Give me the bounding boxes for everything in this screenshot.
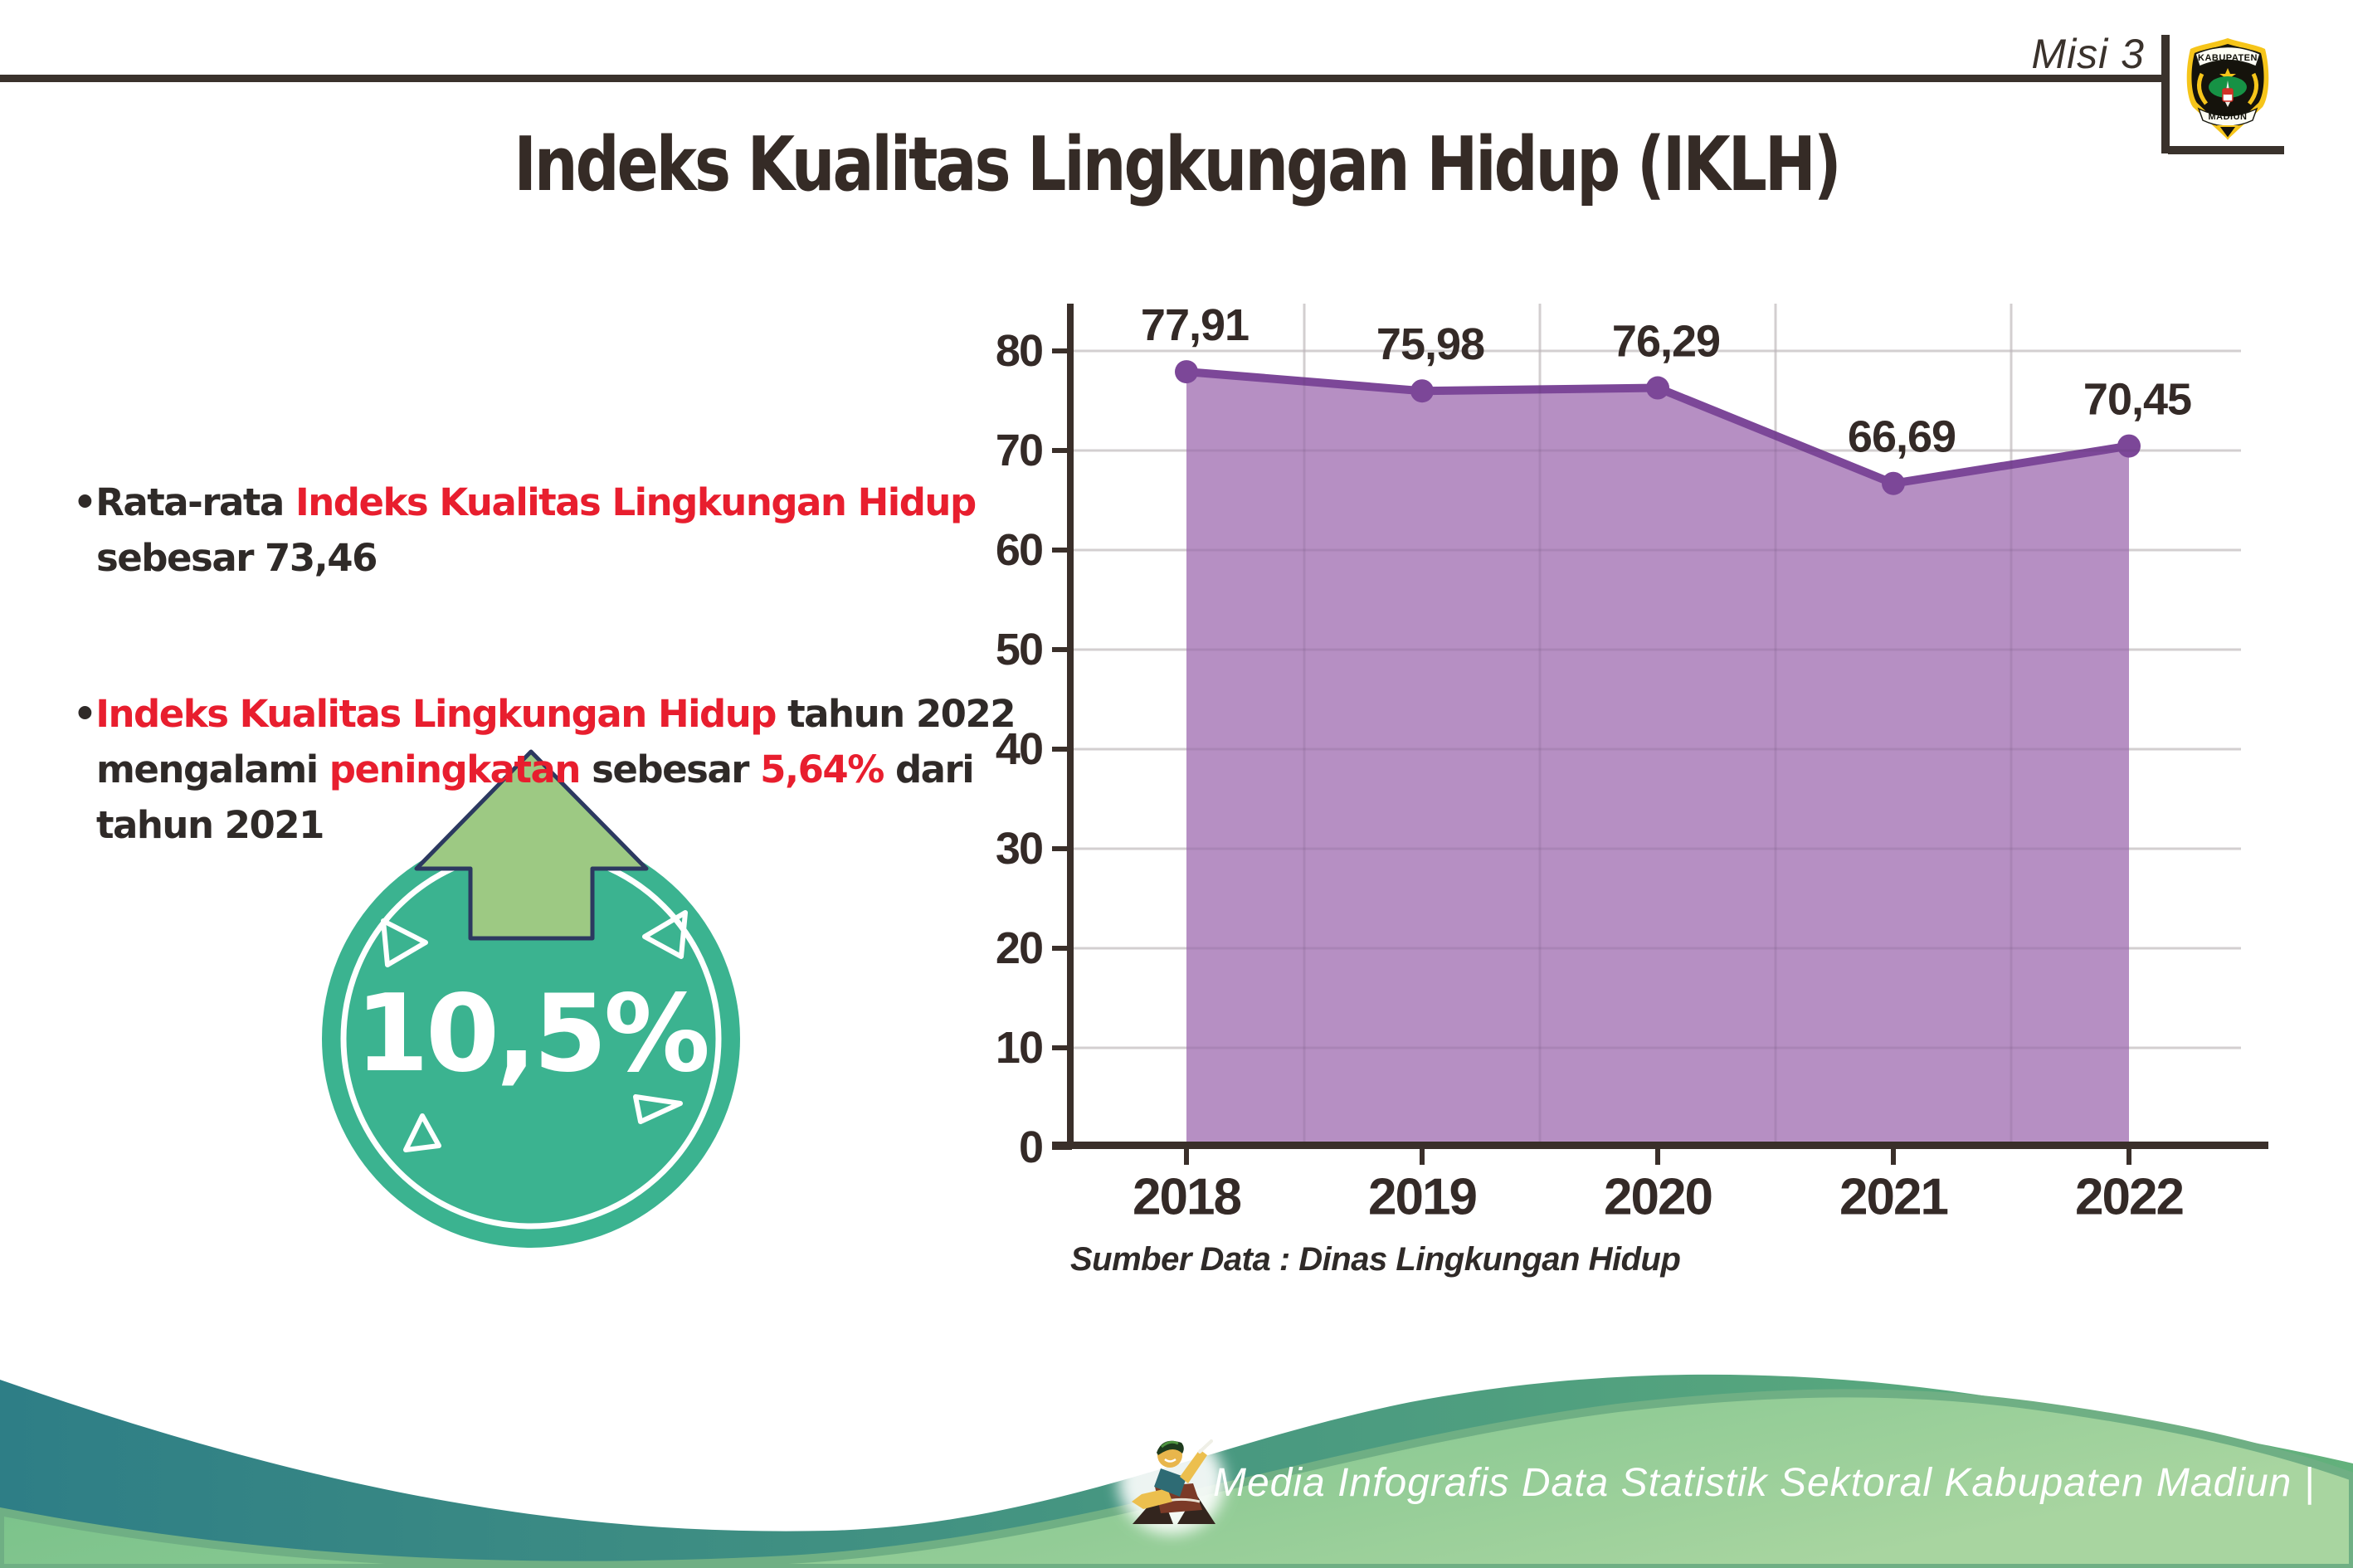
bullet2-text2: mengalami [96,747,329,791]
footer-caption: Media Infografis Data Statistik Sektoral… [1213,1461,2316,1505]
axis-ticks [1052,348,2131,1165]
chart-series [1175,360,2141,1146]
footer-wave-green [0,1389,2353,1568]
up-arrow-icon [414,749,649,941]
insight-bullets: •Rata-rata Indeks Kualitas Lingkungan Hi… [73,475,1035,853]
data-point [1175,360,1198,384]
logo-right-wing-icon [2247,72,2259,105]
chart-gridlines-overlay [1072,304,2241,1145]
y-tick-label: 50 [996,625,1042,674]
sparkle-triangle-icon [633,1094,683,1124]
bullet1-text2: sebesar 73,46 [96,536,378,580]
bullet2-text5: tahun 2021 [96,803,324,847]
badge-circle [322,830,740,1248]
iklh-area-chart: 0 10 20 30 40 50 60 70 80 2018 2019 2020 2021 2022 77… [996,300,2268,1226]
header-frame-vertical [2161,35,2170,153]
y-tick-label: 40 [996,724,1042,774]
x-tick-label: 2019 [1368,1169,1476,1226]
area-fill [1186,372,2129,1146]
y-tick-label: 80 [996,326,1042,376]
logo-top-ribbon [2195,46,2261,68]
x-tick-label: 2020 [1604,1169,1712,1226]
bullet-marker: • [73,480,97,524]
y-tick-label: 60 [996,525,1042,575]
bullet2-line1: •Indeks Kualitas Lingkungan Hidup tahun … [73,686,1035,742]
data-value-label: 77,91 [1141,300,1249,350]
x-tick-label: 2018 [1133,1169,1240,1226]
increase-badge [322,749,740,1248]
y-tick-label: 0 [1019,1122,1042,1172]
bullet2-text: tahun 2022 [776,692,1016,736]
bullet-marker: • [73,692,97,736]
bullet2-highlight: Indeks Kualitas Lingkungan Hidup [95,692,777,736]
data-point [1410,379,1434,403]
bullet1-line2: sebesar 73,46 [73,530,1035,586]
logo-bottom-ribbon [2197,107,2258,127]
logo-top-text: KABUPATEN [2198,53,2258,63]
data-value-label: 70,45 [2083,375,2191,425]
sparkle-triangle-icon [642,910,688,959]
bullet2-text4: dari [883,747,975,791]
data-point [2117,434,2141,458]
data-labels: 77,91 75,98 76,29 66,69 70,45 [1141,300,2192,462]
y-tick-label: 30 [996,824,1042,874]
bullet2-highlight2: peningkatan [329,747,582,791]
y-tick-label: 10 [996,1023,1042,1073]
logo-bottom-text: MADIUN [2209,112,2248,122]
data-point [1882,471,1905,495]
data-value-label: 76,29 [1612,317,1720,367]
sparkle-triangle-icon [381,918,428,967]
bullet2-text3: sebesar [579,747,761,791]
data-value-label: 66,69 [1848,412,1956,462]
x-tick-label: 2021 [1839,1169,1947,1226]
sparkle-triangle-icon [403,1113,441,1152]
kabupaten-madiun-logo-icon: KABUPATEN MADIUN [2186,38,2269,140]
logo-left-wing-icon [2196,72,2209,105]
badge-percentage: 10,5% [354,972,710,1096]
bullet2-line2: mengalami peningkatan sebesar 5,64% dari [73,742,1035,797]
x-tick-label: 2022 [2075,1169,2183,1226]
bullet1-highlight: Indeks Kualitas Lingkungan Hidup [295,480,977,524]
bullet2-line3: tahun 2021 [73,797,1035,853]
axis-labels: 0 10 20 30 40 50 60 70 80 2018 2019 2020 2021 2022 [996,326,2185,1226]
y-axis [1067,304,1074,1148]
chart-source: Sumber Data : Dinas Lingkungan Hidup [1070,1241,1681,1278]
header-frame [0,35,2284,154]
header-frame-bottom [2168,146,2284,154]
y-tick-label: 70 [996,426,1042,475]
page-title: Indeks Kualitas Lingkungan Hidup (IKLH) [514,121,1841,208]
y-tick-label: 20 [996,923,1042,973]
mascot-icon [1118,1431,1225,1534]
data-value-label: 75,98 [1376,319,1484,369]
bullet1-line1: •Rata-rata Indeks Kualitas Lingkungan Hi… [73,475,1035,530]
badge-sparkle-triangles [381,910,688,1152]
bullet2-highlight3: 5,64% [760,747,884,791]
bullet1-text: Rata-rata [95,480,295,524]
data-point [1646,376,1669,400]
mission-label: Misi 3 [2031,31,2145,77]
header-rule [0,75,2165,82]
